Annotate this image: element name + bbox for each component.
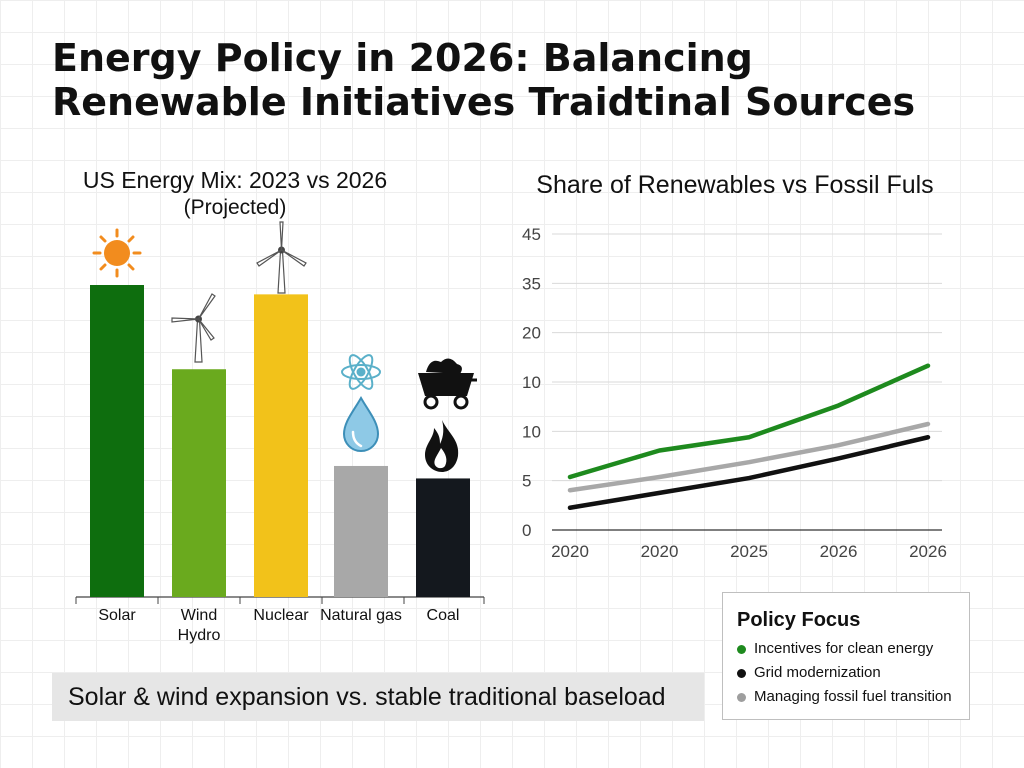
y-tick-label: 10 <box>522 373 541 392</box>
coal-cart-flame-icon <box>418 358 477 472</box>
x-tick-label: 2020 <box>551 542 589 561</box>
x-tick-label: 2025 <box>730 542 768 561</box>
bar-nuclear <box>254 294 308 597</box>
bar-chart-subtitle: (Projected) <box>183 196 287 219</box>
bar-category-label: Nuclear <box>253 607 309 624</box>
page-title: Energy Policy in 2026: Balancing Renewab… <box>52 36 992 124</box>
legend-dot <box>737 692 746 702</box>
wind-turbine-icon <box>256 221 307 294</box>
policy-focus-legend: Policy Focus Incentives for clean energy… <box>722 592 970 720</box>
series-line-1 <box>567 421 931 493</box>
bar-wind-hydro <box>172 369 226 597</box>
policy-focus-heading: Policy Focus <box>737 609 861 631</box>
bar-category-label: Natural gas <box>320 607 402 624</box>
sun-icon-rays <box>92 228 142 278</box>
policy-item-label: Managing fossil fuel transition <box>754 688 952 705</box>
line-chart-title: Share of Renewables vs Fossil Fuls <box>536 171 934 199</box>
policy-item-label: Incentives for clean energy <box>754 640 934 657</box>
sun-icon-disc <box>104 240 130 266</box>
policy-item-clean-energy: Incentives for clean energy <box>737 637 969 661</box>
y-tick-label: 35 <box>522 274 541 293</box>
caption-banner: Solar & wind expansion vs. stable tradit… <box>52 673 704 721</box>
legend-dot <box>737 644 746 654</box>
bar-category-label: Solar <box>98 607 136 624</box>
bar-coal <box>416 478 470 597</box>
policy-item-label: Grid modernization <box>754 664 881 681</box>
bar-chart-title: US Energy Mix: 2023 vs 2026 (Projected) <box>40 166 430 222</box>
x-tick-label: 2026 <box>909 542 947 561</box>
page-title-line: Renewable Initiatives Traidtinal Sources <box>52 80 916 124</box>
policy-item-fossil-transition: Managing fossil fuel transition <box>737 685 969 709</box>
y-tick-label: 20 <box>522 324 541 343</box>
y-tick-label: 45 <box>522 225 541 244</box>
x-tick-label: 2026 <box>820 542 858 561</box>
series-line-0 <box>567 363 931 480</box>
series-line-2 <box>567 435 931 510</box>
policy-item-grid: Grid modernization <box>737 661 969 685</box>
page-title-line: Energy Policy in 2026: Balancing <box>52 36 753 80</box>
y-tick-label: 0 <box>522 521 531 540</box>
x-tick-label: 2020 <box>641 542 679 561</box>
bar-category-label: Wind Hydro <box>178 607 221 644</box>
sun-icon <box>92 228 142 278</box>
wind-turbine-icon <box>171 293 216 363</box>
bar-solar <box>90 285 144 597</box>
y-tick-label: 5 <box>522 472 531 491</box>
bar-natural-gas <box>334 465 388 597</box>
legend-dot <box>737 668 746 678</box>
bar-category-label: Coal <box>427 607 460 624</box>
y-tick-label: 10 <box>522 422 541 441</box>
atom-water-drop-icon <box>341 354 381 452</box>
bar-chart-title-text: US Energy Mix: 2023 vs 2026 <box>82 167 388 193</box>
